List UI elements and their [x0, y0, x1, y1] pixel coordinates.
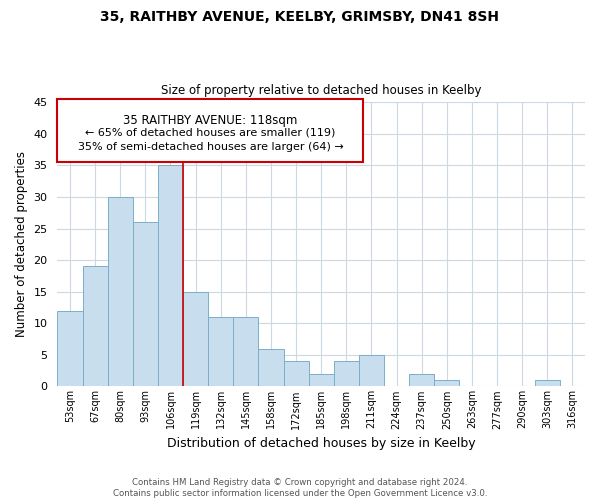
- Bar: [133, 222, 158, 386]
- Text: ← 65% of detached houses are smaller (119): ← 65% of detached houses are smaller (11…: [85, 128, 335, 138]
- Bar: [208, 317, 233, 386]
- Bar: [107, 197, 133, 386]
- Bar: [359, 355, 384, 386]
- Text: 35 RAITHBY AVENUE: 118sqm: 35 RAITHBY AVENUE: 118sqm: [123, 114, 298, 126]
- Bar: [535, 380, 560, 386]
- Bar: [83, 266, 107, 386]
- Bar: [158, 166, 183, 386]
- Bar: [233, 317, 259, 386]
- Bar: [183, 292, 208, 386]
- Bar: [409, 374, 434, 386]
- Bar: [284, 361, 308, 386]
- Y-axis label: Number of detached properties: Number of detached properties: [15, 152, 28, 338]
- FancyBboxPatch shape: [58, 100, 364, 162]
- X-axis label: Distribution of detached houses by size in Keelby: Distribution of detached houses by size …: [167, 437, 476, 450]
- Text: Contains HM Land Registry data © Crown copyright and database right 2024.
Contai: Contains HM Land Registry data © Crown c…: [113, 478, 487, 498]
- Text: 35, RAITHBY AVENUE, KEELBY, GRIMSBY, DN41 8SH: 35, RAITHBY AVENUE, KEELBY, GRIMSBY, DN4…: [101, 10, 499, 24]
- Bar: [58, 310, 83, 386]
- Text: 35% of semi-detached houses are larger (64) →: 35% of semi-detached houses are larger (…: [77, 142, 343, 152]
- Bar: [308, 374, 334, 386]
- Bar: [334, 361, 359, 386]
- Bar: [434, 380, 460, 386]
- Bar: [259, 348, 284, 387]
- Title: Size of property relative to detached houses in Keelby: Size of property relative to detached ho…: [161, 84, 481, 97]
